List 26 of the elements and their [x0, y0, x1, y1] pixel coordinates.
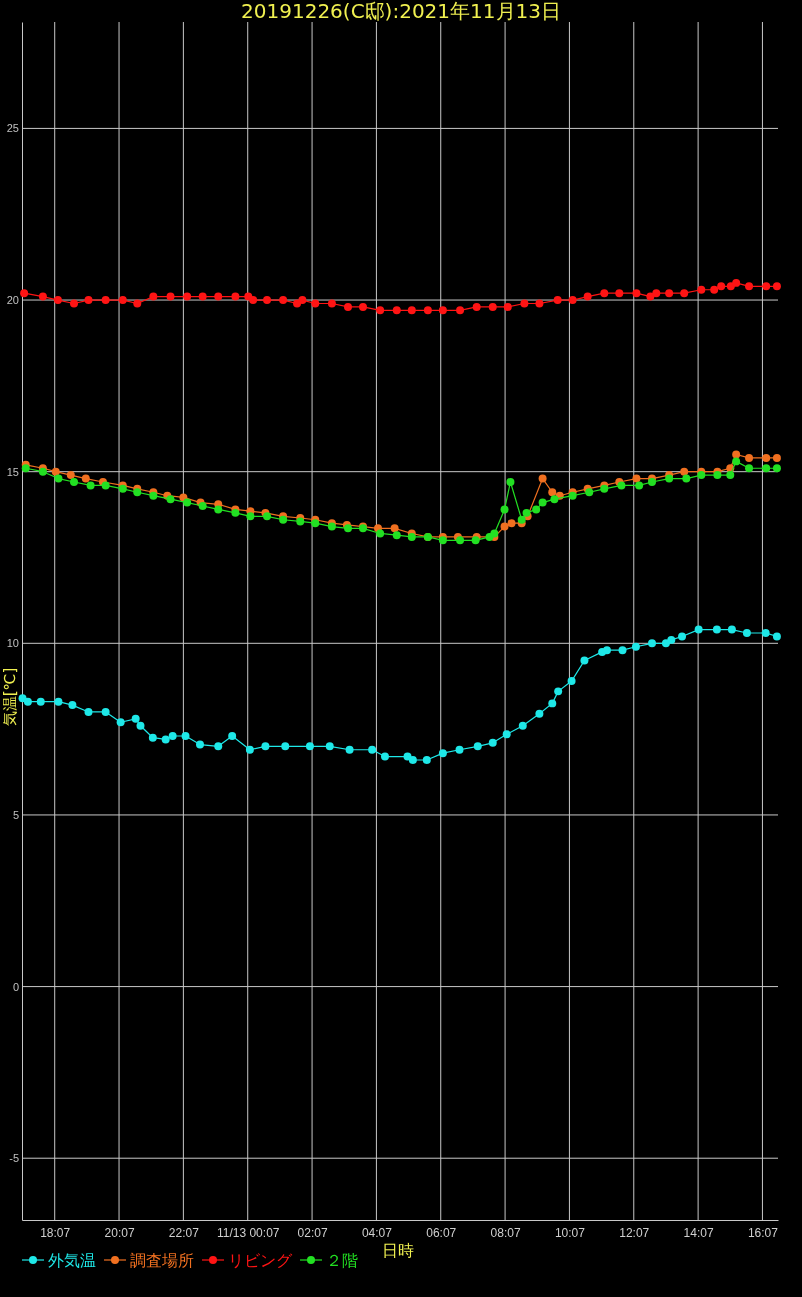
x-tick-label: 18:07: [40, 1225, 71, 1240]
x-tick-label: 11/13 00:07: [216, 1225, 280, 1240]
legend-label: リビング: [228, 1251, 293, 1270]
x-tick-label: 20:07: [104, 1225, 135, 1240]
legend-label: ２階: [326, 1251, 358, 1270]
x-tick-label: 14:07: [683, 1225, 714, 1240]
x-tick-label: 04:07: [361, 1225, 393, 1240]
y-tick-label: 25: [6, 122, 19, 135]
chart-title: 20191226(C邸):2021年11月13日: [241, 0, 561, 23]
x-tick-label: 16:07: [747, 1225, 779, 1240]
y-tick-label: 0: [12, 980, 19, 993]
x-tick-label: 12:07: [619, 1225, 650, 1240]
x-tick-label: 22:07: [168, 1225, 200, 1240]
y-tick-label: 10: [6, 637, 19, 650]
x-tick-label: 06:07: [426, 1225, 457, 1240]
x-tick-label: 08:07: [490, 1225, 521, 1240]
y-tick-label: 15: [6, 465, 19, 478]
x-tick-label: 02:07: [297, 1225, 328, 1240]
legend-label: 調査場所: [130, 1251, 194, 1270]
y-tick-label: 20: [6, 294, 19, 307]
legend-label: 外気温: [48, 1251, 96, 1270]
y-tick-label: -5: [9, 1152, 19, 1165]
y-tick-label: 5: [12, 808, 19, 821]
x-axis-title: 日時: [382, 1241, 414, 1260]
x-tick-label: 10:07: [554, 1225, 586, 1240]
y-axis-title: 気温[℃]: [1, 667, 19, 727]
